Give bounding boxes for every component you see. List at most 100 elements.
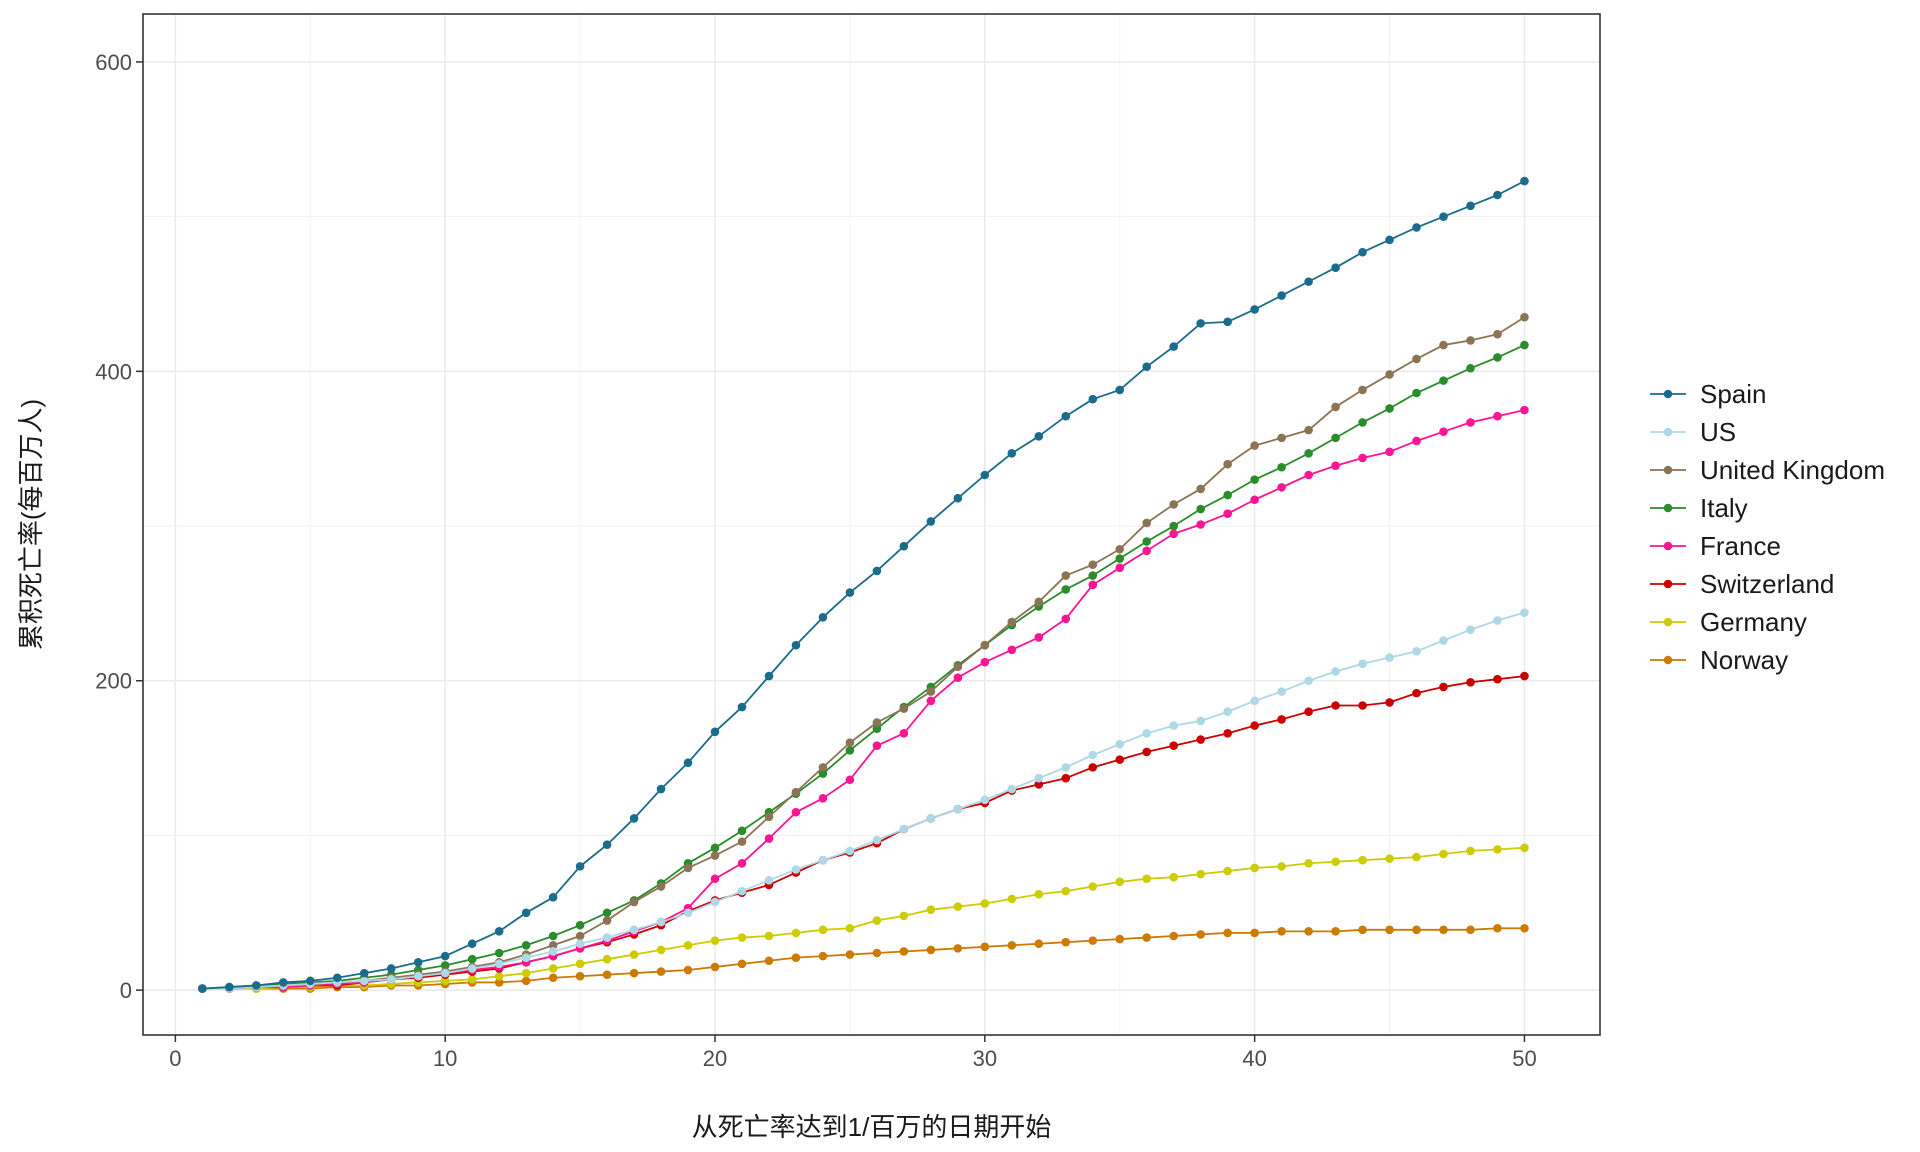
data-point [953, 493, 963, 503]
data-point [413, 971, 423, 981]
data-point [764, 876, 774, 885]
data-point [1439, 427, 1448, 436]
data-point [926, 814, 936, 823]
data-point [1250, 863, 1259, 873]
data-point [1088, 580, 1098, 590]
legend-item-france: France [1650, 531, 1781, 561]
data-point [1115, 739, 1125, 749]
data-point [602, 970, 612, 979]
data-point [1412, 223, 1421, 232]
data-point [1034, 780, 1044, 789]
data-point [1493, 923, 1502, 933]
data-point [845, 923, 855, 933]
data-point [953, 804, 963, 814]
data-point [926, 687, 936, 696]
data-point [683, 863, 693, 873]
data-point [1250, 475, 1259, 484]
data-point [1331, 857, 1340, 867]
data-point [683, 908, 693, 918]
series-line [202, 344, 1525, 990]
data-point [926, 517, 936, 526]
legend-key-point [1663, 617, 1673, 627]
legend-label: Germany [1700, 607, 1807, 637]
data-point [1196, 520, 1205, 529]
data-point [602, 840, 612, 850]
data-point [1331, 701, 1340, 710]
data-point [1169, 931, 1178, 941]
data-point [1142, 933, 1152, 942]
data-point [1277, 687, 1286, 696]
data-point [710, 962, 720, 972]
data-point [845, 846, 855, 856]
data-point [548, 973, 558, 983]
legend-label: US [1700, 417, 1736, 447]
data-point [1061, 571, 1071, 580]
data-point [629, 968, 639, 978]
data-point [602, 908, 612, 918]
data-point [764, 671, 774, 681]
y-tick-label: 200 [95, 669, 132, 694]
data-point [279, 978, 288, 987]
data-point [1520, 843, 1529, 853]
data-point [656, 967, 666, 976]
data-point [1223, 317, 1232, 327]
data-point [1466, 846, 1475, 856]
data-point [737, 886, 747, 896]
data-point [494, 927, 504, 936]
data-point [1088, 882, 1098, 891]
data-point [548, 964, 558, 973]
data-point [872, 566, 882, 576]
data-point [1412, 436, 1421, 446]
series-line [202, 316, 1525, 990]
data-point [845, 746, 855, 755]
data-point [548, 931, 558, 941]
data-series [198, 176, 1529, 993]
data-point [737, 702, 747, 712]
data-point [1304, 449, 1313, 458]
data-point [1061, 614, 1071, 624]
data-point [1520, 608, 1529, 617]
data-point [1304, 707, 1313, 716]
data-point [899, 541, 909, 551]
data-point [899, 824, 909, 834]
data-point [953, 902, 963, 911]
legend-label: United Kingdom [1700, 455, 1885, 485]
data-point [602, 933, 612, 942]
data-point [899, 947, 909, 956]
data-point [1088, 560, 1098, 570]
data-point [198, 984, 207, 993]
data-point [980, 470, 990, 480]
data-point [1007, 784, 1017, 794]
data-point [1169, 529, 1178, 539]
data-point [1331, 263, 1340, 273]
series-line [202, 927, 1525, 990]
data-point [1520, 176, 1529, 186]
data-point [872, 835, 882, 845]
data-point [494, 971, 504, 981]
data-point [1061, 886, 1071, 896]
data-point [359, 968, 369, 978]
data-point [440, 968, 450, 978]
y-tick-label: 400 [95, 359, 132, 384]
data-point [1520, 923, 1529, 933]
data-point [926, 696, 936, 706]
data-point [1466, 925, 1475, 935]
data-point [1115, 554, 1125, 563]
data-point [1358, 453, 1367, 463]
data-point [845, 738, 855, 747]
data-point [1304, 277, 1313, 286]
legend-label: France [1700, 531, 1781, 561]
data-point [818, 613, 828, 622]
data-point [521, 976, 531, 986]
grid-lines [143, 14, 1600, 1035]
legend-item-united-kingdom: United Kingdom [1650, 455, 1885, 485]
data-point [1385, 235, 1394, 245]
data-point [1439, 849, 1448, 859]
data-point [791, 953, 801, 962]
data-point [1466, 363, 1475, 373]
data-point [1142, 537, 1152, 546]
legend-item-spain: Spain [1650, 379, 1767, 409]
data-point [602, 954, 612, 964]
data-point [791, 640, 801, 650]
